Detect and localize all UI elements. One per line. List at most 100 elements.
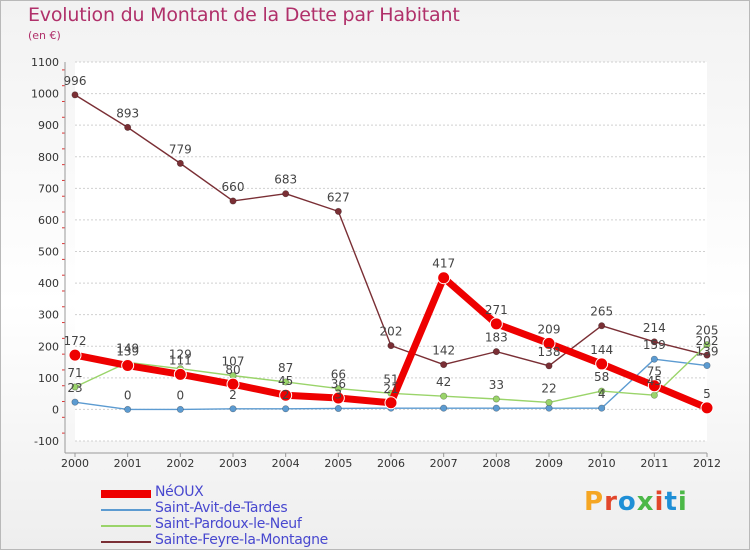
data-label: 42 [436,375,451,389]
data-point [282,378,290,386]
data-label: 2 [282,388,290,402]
data-label: 5 [703,387,711,401]
logo-letter: x [636,487,655,517]
data-label: 51 [383,372,398,386]
data-label: 0 [177,388,185,402]
data-point-neoux [331,391,345,405]
y-tick-label: 800 [38,151,59,164]
legend-label: Saint-Pardoux-le-Neuf [155,516,302,532]
x-tick-label: 2002 [166,457,194,470]
data-label: 71 [67,366,82,380]
data-label: 75 [647,365,662,379]
x-tick-label: 2007 [430,457,458,470]
data-point-neoux [384,396,398,410]
logo-letter: o [617,487,637,517]
data-point [598,404,606,412]
data-point [650,355,658,363]
logo-letter: t [664,487,678,517]
data-point [124,123,132,131]
logo-letter: i [654,487,665,517]
data-point-neoux [595,357,609,371]
data-label: 996 [64,74,87,88]
data-label: 80 [225,363,240,377]
data-point [440,392,448,400]
x-tick-label: 2010 [588,457,616,470]
y-tick-label: 400 [38,277,59,290]
legend-swatch [101,541,151,543]
data-point [703,351,711,359]
y-tick-label: -100 [34,435,59,448]
legend-label: Saint-Avit-de-Tardes [155,500,288,516]
data-point [229,197,237,205]
data-label: 660 [222,180,245,194]
x-tick-label: 2001 [114,457,142,470]
data-label: 205 [696,324,719,338]
x-tick-label: 2009 [535,457,563,470]
data-label: 45 [278,374,293,388]
y-tick-label: 0 [52,403,59,416]
data-point [440,404,448,412]
data-point [703,341,711,349]
data-label: 139 [696,345,719,359]
data-label: 202 [380,325,403,339]
data-label: 33 [489,378,504,392]
x-tick-label: 2005 [324,457,352,470]
data-label: 893 [116,106,139,120]
legend-label: Sainte-Feyre-la-Montagne [155,532,328,548]
x-tick-label: 2004 [272,457,300,470]
data-point [176,405,184,413]
data-point [334,404,342,412]
data-point-neoux [121,359,135,373]
data-label: 144 [590,343,613,357]
data-label: 87 [278,361,293,375]
data-label: 66 [331,368,346,382]
data-point [124,405,132,413]
data-point-neoux [279,388,293,402]
data-point-neoux [68,348,82,362]
data-label: 417 [432,257,455,271]
data-point [545,398,553,406]
y-tick-label: 1100 [31,56,59,69]
x-tick-label: 2003 [219,457,247,470]
data-label: 265 [590,305,613,319]
y-tick-label: 700 [38,182,59,195]
data-point [71,398,79,406]
y-tick-label: 1000 [31,88,59,101]
data-point [387,342,395,350]
data-point [176,159,184,167]
data-point [650,391,658,399]
data-point [440,361,448,369]
data-label: 22 [541,381,556,395]
data-point-neoux [700,401,714,415]
data-point-neoux [647,379,661,393]
data-label: 23 [67,381,82,395]
y-tick-label: 600 [38,214,59,227]
data-label: 111 [169,353,192,367]
data-label: 683 [274,173,297,187]
logo-letter: r [604,487,618,517]
data-label: 183 [485,331,508,345]
x-tick-label: 2000 [61,457,89,470]
legend-swatch [101,490,151,498]
logo-letter: P [584,487,605,517]
y-tick-label: 100 [38,372,59,385]
data-point [229,405,237,413]
legend-swatch [101,509,151,511]
data-point [598,387,606,395]
data-label: 4 [598,387,606,401]
x-tick-label: 2008 [482,457,510,470]
data-label: 107 [222,355,245,369]
data-label: 214 [643,321,666,335]
y-tick-label: 300 [38,309,59,322]
x-tick-label: 2011 [640,457,668,470]
data-label: 3 [335,387,343,401]
data-label: 58 [594,370,609,384]
data-point-neoux [542,336,556,350]
data-label: 142 [432,344,455,358]
data-label: 21 [383,382,398,396]
x-tick-label: 2006 [377,457,405,470]
y-tick-label: 500 [38,246,59,259]
proxiti-logo: Proxiti [584,487,688,517]
